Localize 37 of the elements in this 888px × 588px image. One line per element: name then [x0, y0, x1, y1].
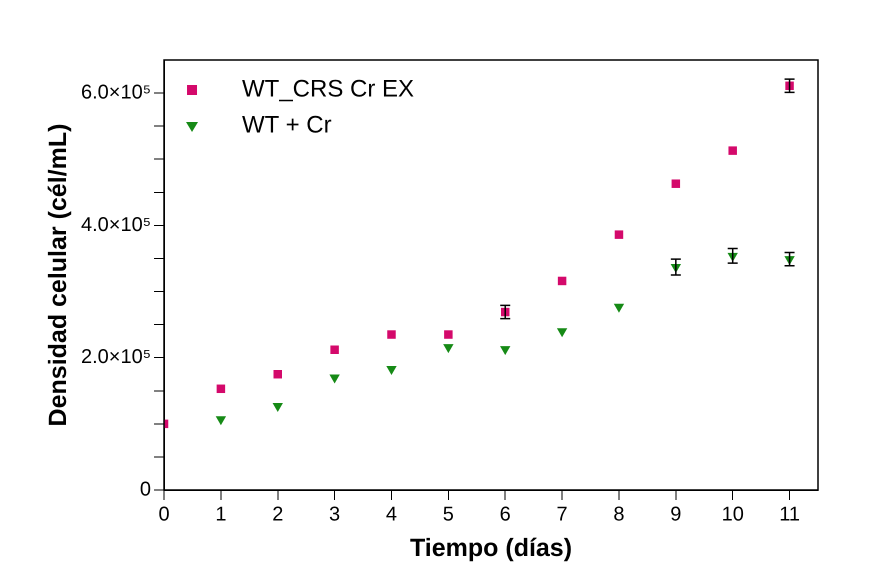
- point: [216, 384, 226, 394]
- point: [614, 304, 624, 313]
- point: [330, 346, 339, 354]
- point: [386, 366, 397, 375]
- x-tick-label: 3: [329, 504, 340, 526]
- y-tick-label: 2.0×10⁵: [80, 346, 152, 368]
- y-tick-label: 6.0×10⁵: [80, 82, 152, 104]
- x-tick-label: 10: [722, 504, 744, 526]
- x-tick-label: 4: [386, 504, 398, 526]
- point: [614, 230, 624, 239]
- point: [556, 328, 568, 338]
- point: [329, 374, 340, 384]
- point: [672, 179, 680, 188]
- point: [216, 416, 226, 426]
- point: [272, 402, 283, 412]
- x-tick-label: 5: [442, 504, 454, 526]
- x-tick-label: 7: [556, 504, 568, 526]
- x-tick-label: 9: [670, 504, 682, 526]
- x-tick-label: 0: [158, 504, 170, 526]
- x-tick-label: 11: [779, 504, 800, 526]
- legend-label: WT + Cr: [242, 112, 332, 139]
- point: [274, 370, 282, 378]
- x-tick-label: 2: [272, 504, 284, 526]
- x-axis-title: Tiempo (días): [410, 534, 572, 562]
- point: [387, 330, 396, 339]
- x-tick-label: 6: [500, 504, 511, 526]
- y-axis-title: Densidad celular (cél/mL): [44, 124, 72, 426]
- x-tick-label: 8: [613, 504, 625, 526]
- legend-label: WT_CRS Cr EX: [242, 76, 414, 103]
- point: [728, 146, 737, 155]
- point: [500, 346, 510, 356]
- point: [558, 276, 566, 286]
- x-tick-label: 1: [215, 504, 226, 526]
- y-tick-label: 4.0×10⁵: [80, 214, 152, 236]
- point: [443, 344, 454, 354]
- point: [444, 330, 453, 339]
- y-tick-label: 0: [140, 478, 152, 501]
